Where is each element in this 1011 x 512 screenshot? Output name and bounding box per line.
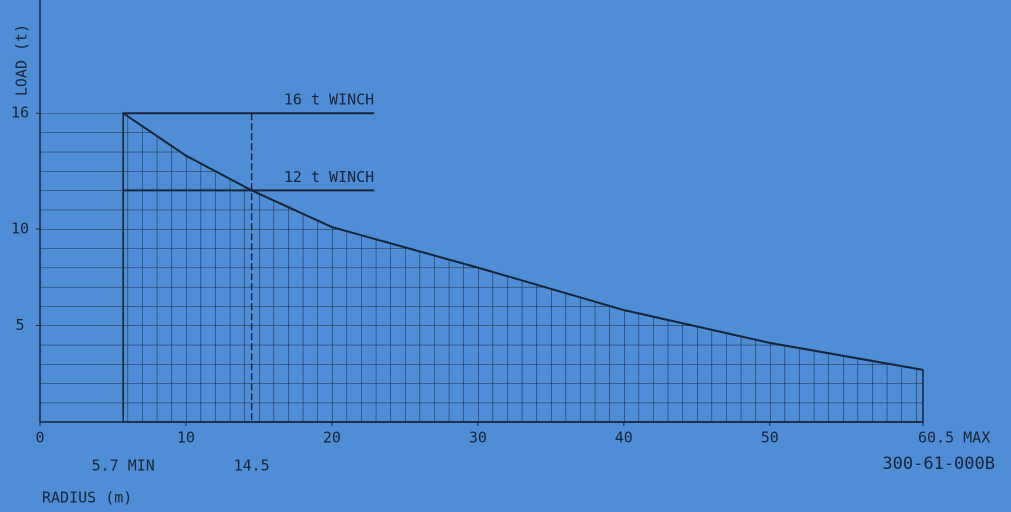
reference-label: 16 t WINCH: [284, 91, 374, 109]
y-tick-label: 10: [11, 220, 29, 238]
hatch-left: [40, 113, 124, 422]
reference-label: 12 t WINCH: [284, 168, 374, 186]
x-tick-label: 40: [615, 429, 633, 447]
y-tick-label: 5: [15, 316, 24, 334]
y-axis-label: LOAD (t): [13, 24, 31, 96]
x-tick-label: 20: [323, 429, 341, 447]
x-tick-label: 10: [177, 429, 195, 447]
x-tick-label: 60.5 MAX: [918, 429, 990, 447]
x-axis-label: RADIUS (m): [42, 489, 132, 507]
load-curve: [122, 112, 924, 371]
x-tick-label: 0: [35, 429, 44, 447]
marker-label: 14.5: [234, 457, 270, 475]
code: 300-61-000B: [882, 454, 995, 474]
marker-label: 5.7 MIN: [92, 457, 155, 475]
x-tick-label: 50: [761, 429, 779, 447]
x-tick-label: 30: [469, 429, 487, 447]
y-tick-label: 16: [11, 104, 29, 122]
